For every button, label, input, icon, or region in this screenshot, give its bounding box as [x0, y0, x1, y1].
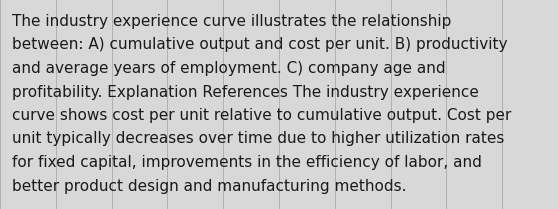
- Text: profitability. Explanation References The industry experience: profitability. Explanation References Th…: [12, 84, 479, 99]
- Text: better product design and manufacturing methods.: better product design and manufacturing …: [12, 178, 406, 194]
- Text: curve shows cost per unit relative to cumulative output. Cost per: curve shows cost per unit relative to cu…: [12, 108, 511, 123]
- Text: and average years of employment. C) company age and: and average years of employment. C) comp…: [12, 61, 446, 76]
- Text: between: A) cumulative output and cost per unit. B) productivity: between: A) cumulative output and cost p…: [12, 37, 507, 52]
- Text: The industry experience curve illustrates the relationship: The industry experience curve illustrate…: [12, 14, 451, 29]
- Text: for fixed capital, improvements in the efficiency of labor, and: for fixed capital, improvements in the e…: [12, 155, 482, 170]
- Text: unit typically decreases over time due to higher utilization rates: unit typically decreases over time due t…: [12, 131, 504, 147]
